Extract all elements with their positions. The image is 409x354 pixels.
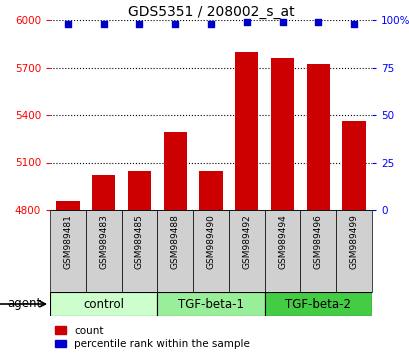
Point <box>136 21 142 27</box>
Point <box>314 19 321 25</box>
Text: control: control <box>83 297 124 310</box>
Text: TGF-beta-2: TGF-beta-2 <box>285 297 351 310</box>
Bar <box>264 210 300 292</box>
Text: GSM989492: GSM989492 <box>242 214 251 269</box>
Bar <box>300 210 335 292</box>
Text: GSM989488: GSM989488 <box>170 214 179 269</box>
Point <box>279 19 285 25</box>
Title: GDS5351 / 208002_s_at: GDS5351 / 208002_s_at <box>127 5 294 19</box>
Point <box>171 21 178 27</box>
Text: GSM989483: GSM989483 <box>99 214 108 269</box>
Bar <box>335 210 371 292</box>
Legend: count, percentile rank within the sample: count, percentile rank within the sample <box>55 326 249 349</box>
Text: GSM989481: GSM989481 <box>63 214 72 269</box>
Bar <box>92 175 115 210</box>
Point <box>350 21 357 27</box>
Bar <box>306 64 329 210</box>
Bar <box>264 292 371 316</box>
Bar <box>121 210 157 292</box>
Bar <box>199 171 222 210</box>
Bar <box>56 200 79 210</box>
Bar <box>157 292 264 316</box>
Bar <box>163 132 187 210</box>
Bar <box>235 52 258 210</box>
Point <box>100 21 107 27</box>
Text: GSM989490: GSM989490 <box>206 214 215 269</box>
Bar <box>50 292 157 316</box>
Text: agent: agent <box>7 297 42 310</box>
Bar <box>85 210 121 292</box>
Text: GSM989499: GSM989499 <box>349 214 358 269</box>
Bar <box>157 210 193 292</box>
Text: TGF-beta-1: TGF-beta-1 <box>178 297 243 310</box>
Bar <box>193 210 228 292</box>
Point <box>207 21 214 27</box>
Text: GSM989496: GSM989496 <box>313 214 322 269</box>
Text: GSM989494: GSM989494 <box>277 214 286 269</box>
Bar <box>128 171 151 210</box>
Bar <box>228 210 264 292</box>
Bar <box>270 58 294 210</box>
Bar <box>342 121 365 210</box>
Point <box>243 19 249 25</box>
Text: GSM989485: GSM989485 <box>135 214 144 269</box>
Point <box>65 21 71 27</box>
Bar <box>50 210 85 292</box>
